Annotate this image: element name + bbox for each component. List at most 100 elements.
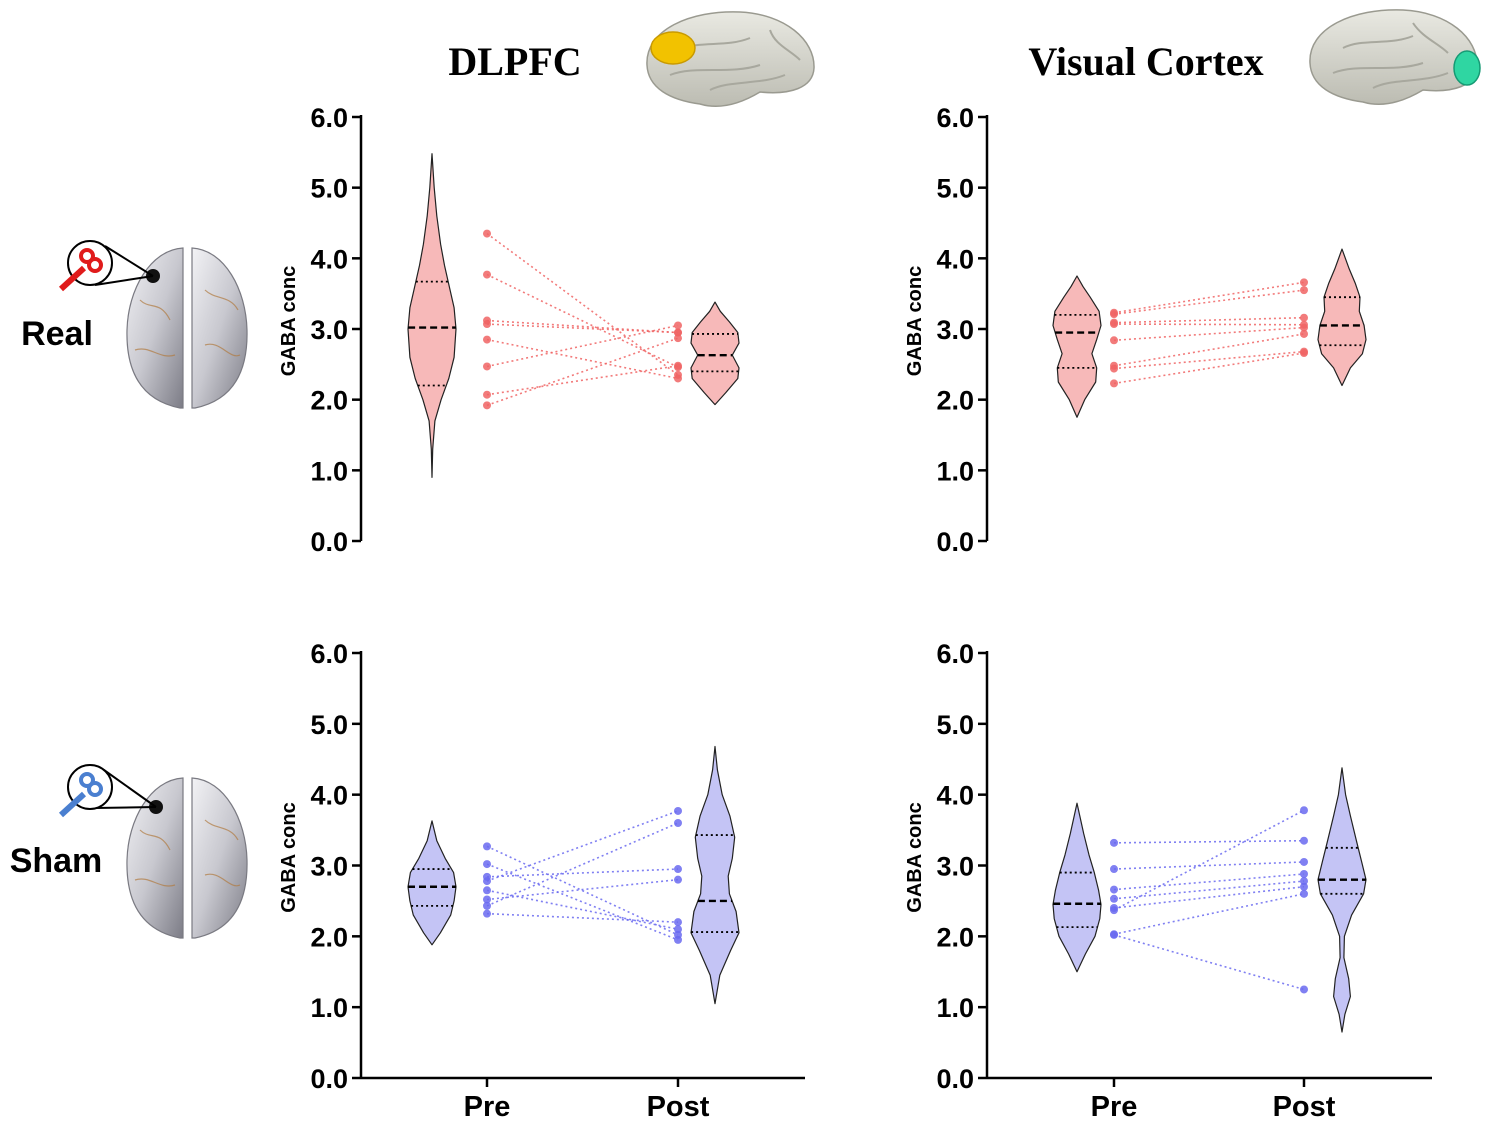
- data-point-post: [674, 925, 682, 934]
- y-tick-label: 3.0: [310, 315, 348, 345]
- paired-line: [1113, 333, 1305, 367]
- paired-line: [1113, 323, 1305, 326]
- paired-line: [1113, 873, 1305, 891]
- brain-lateral-visual-cortex-icon: [1309, 9, 1481, 106]
- x-tick-label: Pre: [464, 1091, 511, 1123]
- data-point-post: [1300, 870, 1308, 878]
- paired-line: [486, 273, 679, 368]
- data-point-pre: [483, 895, 491, 904]
- panel-sham-dlpfc: 0.0 1.0 2.0 3.0 4.0 5.0 6.0 GABA conc Pre Post: [278, 639, 805, 1123]
- data-point-pre: [483, 335, 491, 344]
- paired-line: [486, 868, 679, 878]
- data-point-post: [1300, 286, 1308, 295]
- y-tick-label: 6.0: [310, 103, 348, 133]
- y-axis-label: GABA conc: [904, 266, 926, 376]
- paired-line: [1113, 281, 1305, 314]
- data-point-pre: [483, 390, 491, 399]
- data-point-pre: [483, 877, 491, 886]
- data-point-post: [674, 361, 682, 370]
- x-tick-label: Post: [1273, 1091, 1336, 1123]
- y-tick-label: 3.0: [310, 852, 348, 882]
- data-point-pre: [1110, 336, 1118, 345]
- y-axis-label: GABA conc: [278, 802, 300, 912]
- brain-top-coil-real-icon: [58, 240, 248, 409]
- data-point-post: [1300, 985, 1308, 994]
- y-tick-label: 6.0: [310, 639, 348, 669]
- paired-line: [1113, 316, 1305, 324]
- y-axis-label: GABA conc: [904, 802, 926, 912]
- panel-real-dlpfc: 0.0 1.0 2.0 3.0 4.0 5.0 6.0 GABA conc: [278, 103, 740, 557]
- paired-line: [1113, 839, 1305, 844]
- data-point-post: [674, 819, 682, 827]
- column-title-dlpfc: DLPFC: [448, 39, 581, 84]
- paired-line: [1113, 861, 1305, 870]
- panel-sham-visual-cortex: 0.0 1.0 2.0 3.0 4.0 5.0 6.0 GABA conc Pre Post: [904, 639, 1432, 1123]
- data-point-post: [1300, 329, 1308, 338]
- paired-line: [486, 338, 679, 380]
- violin-post: [690, 745, 740, 1005]
- paired-line: [1113, 326, 1305, 342]
- y-tick-label: 0.0: [310, 527, 348, 557]
- data-point-post: [1300, 313, 1308, 322]
- y-tick-label: 1.0: [310, 993, 348, 1023]
- data-point-post: [1300, 877, 1308, 886]
- data-point-pre: [483, 320, 491, 329]
- paired-line: [486, 845, 679, 936]
- paired-line: [486, 364, 679, 396]
- data-point-pre: [483, 860, 491, 869]
- paired-line: [486, 863, 679, 941]
- y-tick-label: 4.0: [936, 244, 974, 274]
- paired-line: [486, 889, 679, 931]
- x-tick-label: Pre: [1091, 1091, 1138, 1123]
- y-tick-label: 0.0: [936, 1064, 974, 1094]
- y-tick-label: 2.0: [936, 922, 974, 952]
- data-point-pre: [1110, 310, 1118, 319]
- paired-line: [486, 822, 679, 907]
- paired-line: [486, 912, 679, 923]
- brain-lateral-dlpfc-icon: [646, 11, 815, 108]
- paired-line: [1113, 934, 1305, 991]
- paired-line: [1113, 350, 1305, 370]
- data-point-post: [674, 875, 682, 884]
- data-point-post: [674, 806, 682, 815]
- data-point-post: [674, 374, 682, 383]
- paired-line: [486, 324, 679, 368]
- y-tick-label: 2.0: [310, 386, 348, 416]
- y-tick-label: 3.0: [936, 315, 974, 345]
- y-tick-label: 2.0: [936, 386, 974, 416]
- y-tick-label: 3.0: [936, 852, 974, 882]
- paired-line: [1113, 893, 1305, 935]
- y-tick-label: 5.0: [936, 710, 974, 740]
- column-title-visual-cortex: Visual Cortex: [1028, 39, 1263, 84]
- data-point-pre: [483, 270, 491, 279]
- data-point-post: [674, 328, 682, 337]
- y-tick-label: 5.0: [310, 174, 348, 204]
- y-tick-label: 5.0: [310, 710, 348, 740]
- data-point-pre: [483, 901, 491, 910]
- row-label-real: Real: [21, 315, 93, 353]
- data-point-post: [1300, 836, 1308, 845]
- data-point-pre: [1110, 364, 1118, 373]
- data-point-pre: [1110, 885, 1118, 894]
- data-point-post: [1300, 857, 1308, 866]
- row-label-sham: Sham: [10, 842, 103, 880]
- y-tick-label: 4.0: [310, 244, 348, 274]
- data-point-pre: [483, 886, 491, 895]
- panel-real-visual-cortex: 0.0 1.0 2.0 3.0 4.0 5.0 6.0 GABA conc: [904, 103, 1367, 557]
- x-tick-label: Post: [647, 1091, 710, 1123]
- paired-line: [1113, 880, 1305, 900]
- y-tick-label: 0.0: [936, 527, 974, 557]
- y-tick-label: 4.0: [310, 781, 348, 811]
- data-point-pre: [483, 362, 491, 371]
- data-point-pre: [1110, 320, 1118, 329]
- paired-line: [486, 319, 679, 334]
- paired-line: [486, 878, 679, 901]
- data-point-post: [1300, 323, 1308, 332]
- y-axis-label: GABA conc: [278, 266, 300, 376]
- y-tick-label: 2.0: [310, 922, 348, 952]
- data-point-pre: [1110, 906, 1118, 915]
- y-tick-label: 5.0: [936, 174, 974, 204]
- data-point-pre: [483, 909, 491, 918]
- y-tick-label: 1.0: [310, 456, 348, 486]
